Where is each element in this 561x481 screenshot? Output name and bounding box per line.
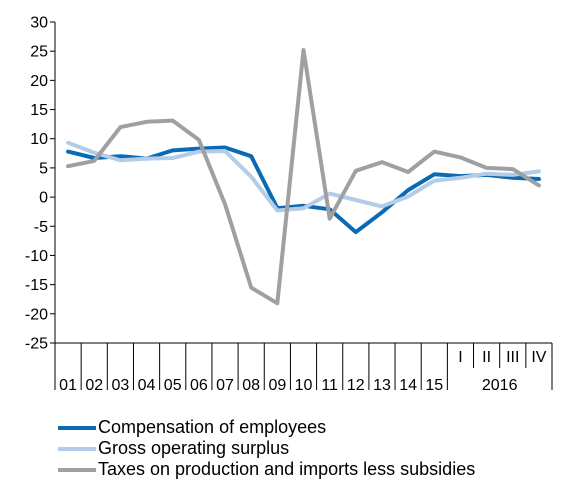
x-tick-label: 15 [425, 377, 443, 394]
legend-label-compensation: Compensation of employees [98, 417, 327, 437]
y-tick-label: -10 [25, 248, 48, 265]
y-tick-label: -25 [25, 336, 48, 353]
y-axis: 30 25 20 15 10 5 0 -5 -10 -15 -20 -25 [25, 15, 56, 353]
y-tick-label: 0 [39, 190, 48, 207]
x-quarter-label: II [482, 349, 491, 366]
series-lines [66, 48, 541, 306]
y-tick-label: -15 [25, 277, 48, 294]
x-tick-label: 12 [347, 377, 365, 394]
legend-swatch-compensation [58, 425, 96, 430]
x-tick-label: 02 [85, 377, 103, 394]
series-line-2 [66, 140, 541, 213]
x-tick-label: 05 [164, 377, 182, 394]
legend-swatch-gross-operating-surplus [58, 446, 96, 451]
legend-item-taxes: Taxes on production and imports less sub… [58, 459, 475, 480]
x-tick-label: 04 [138, 377, 156, 394]
x-axis: 01 02 03 04 05 06 07 08 09 10 11 12 13 14 15I II III IV20… [54, 342, 553, 394]
series-line-3 [66, 48, 541, 306]
x-quarter-label: III [506, 349, 519, 366]
line-chart: 30 25 20 15 10 5 0 -5 -10 -15 -20 -25 01 02 03 04 05 06 0… [25, 15, 553, 394]
y-tick-label: 10 [30, 131, 48, 148]
legend-label-taxes: Taxes on production and imports less sub… [98, 459, 476, 479]
y-tick-label: 30 [30, 15, 48, 32]
y-tick-label: 25 [30, 44, 48, 61]
x-quarter-label: I [458, 349, 462, 366]
legend: Compensation of employees Gross operatin… [58, 417, 475, 480]
legend-item-gross-operating-surplus: Gross operating surplus [58, 438, 475, 459]
y-tick-label: -5 [34, 219, 48, 236]
y-tick-label: 20 [30, 73, 48, 90]
x-tick-label: 07 [216, 377, 234, 394]
x-year-group-label: 2016 [482, 377, 518, 394]
legend-swatch-taxes [58, 467, 96, 472]
x-tick-label: 11 [321, 377, 338, 394]
x-tick-label: 01 [59, 377, 77, 394]
legend-item-compensation: Compensation of employees [58, 417, 475, 438]
y-tick-label: -20 [25, 306, 48, 323]
y-tick-label: 15 [30, 102, 48, 119]
x-tick-label: 10 [295, 377, 313, 394]
x-tick-label: 09 [268, 377, 286, 394]
legend-label-gross-operating-surplus: Gross operating surplus [98, 438, 290, 458]
y-tick-label: 5 [39, 160, 48, 177]
x-tick-label: 06 [190, 377, 208, 394]
x-tick-label: 03 [111, 377, 129, 394]
x-tick-label: 14 [399, 377, 417, 394]
x-tick-label: 08 [242, 377, 260, 394]
x-tick-label: 13 [373, 377, 391, 394]
x-quarter-label: IV [531, 349, 546, 366]
